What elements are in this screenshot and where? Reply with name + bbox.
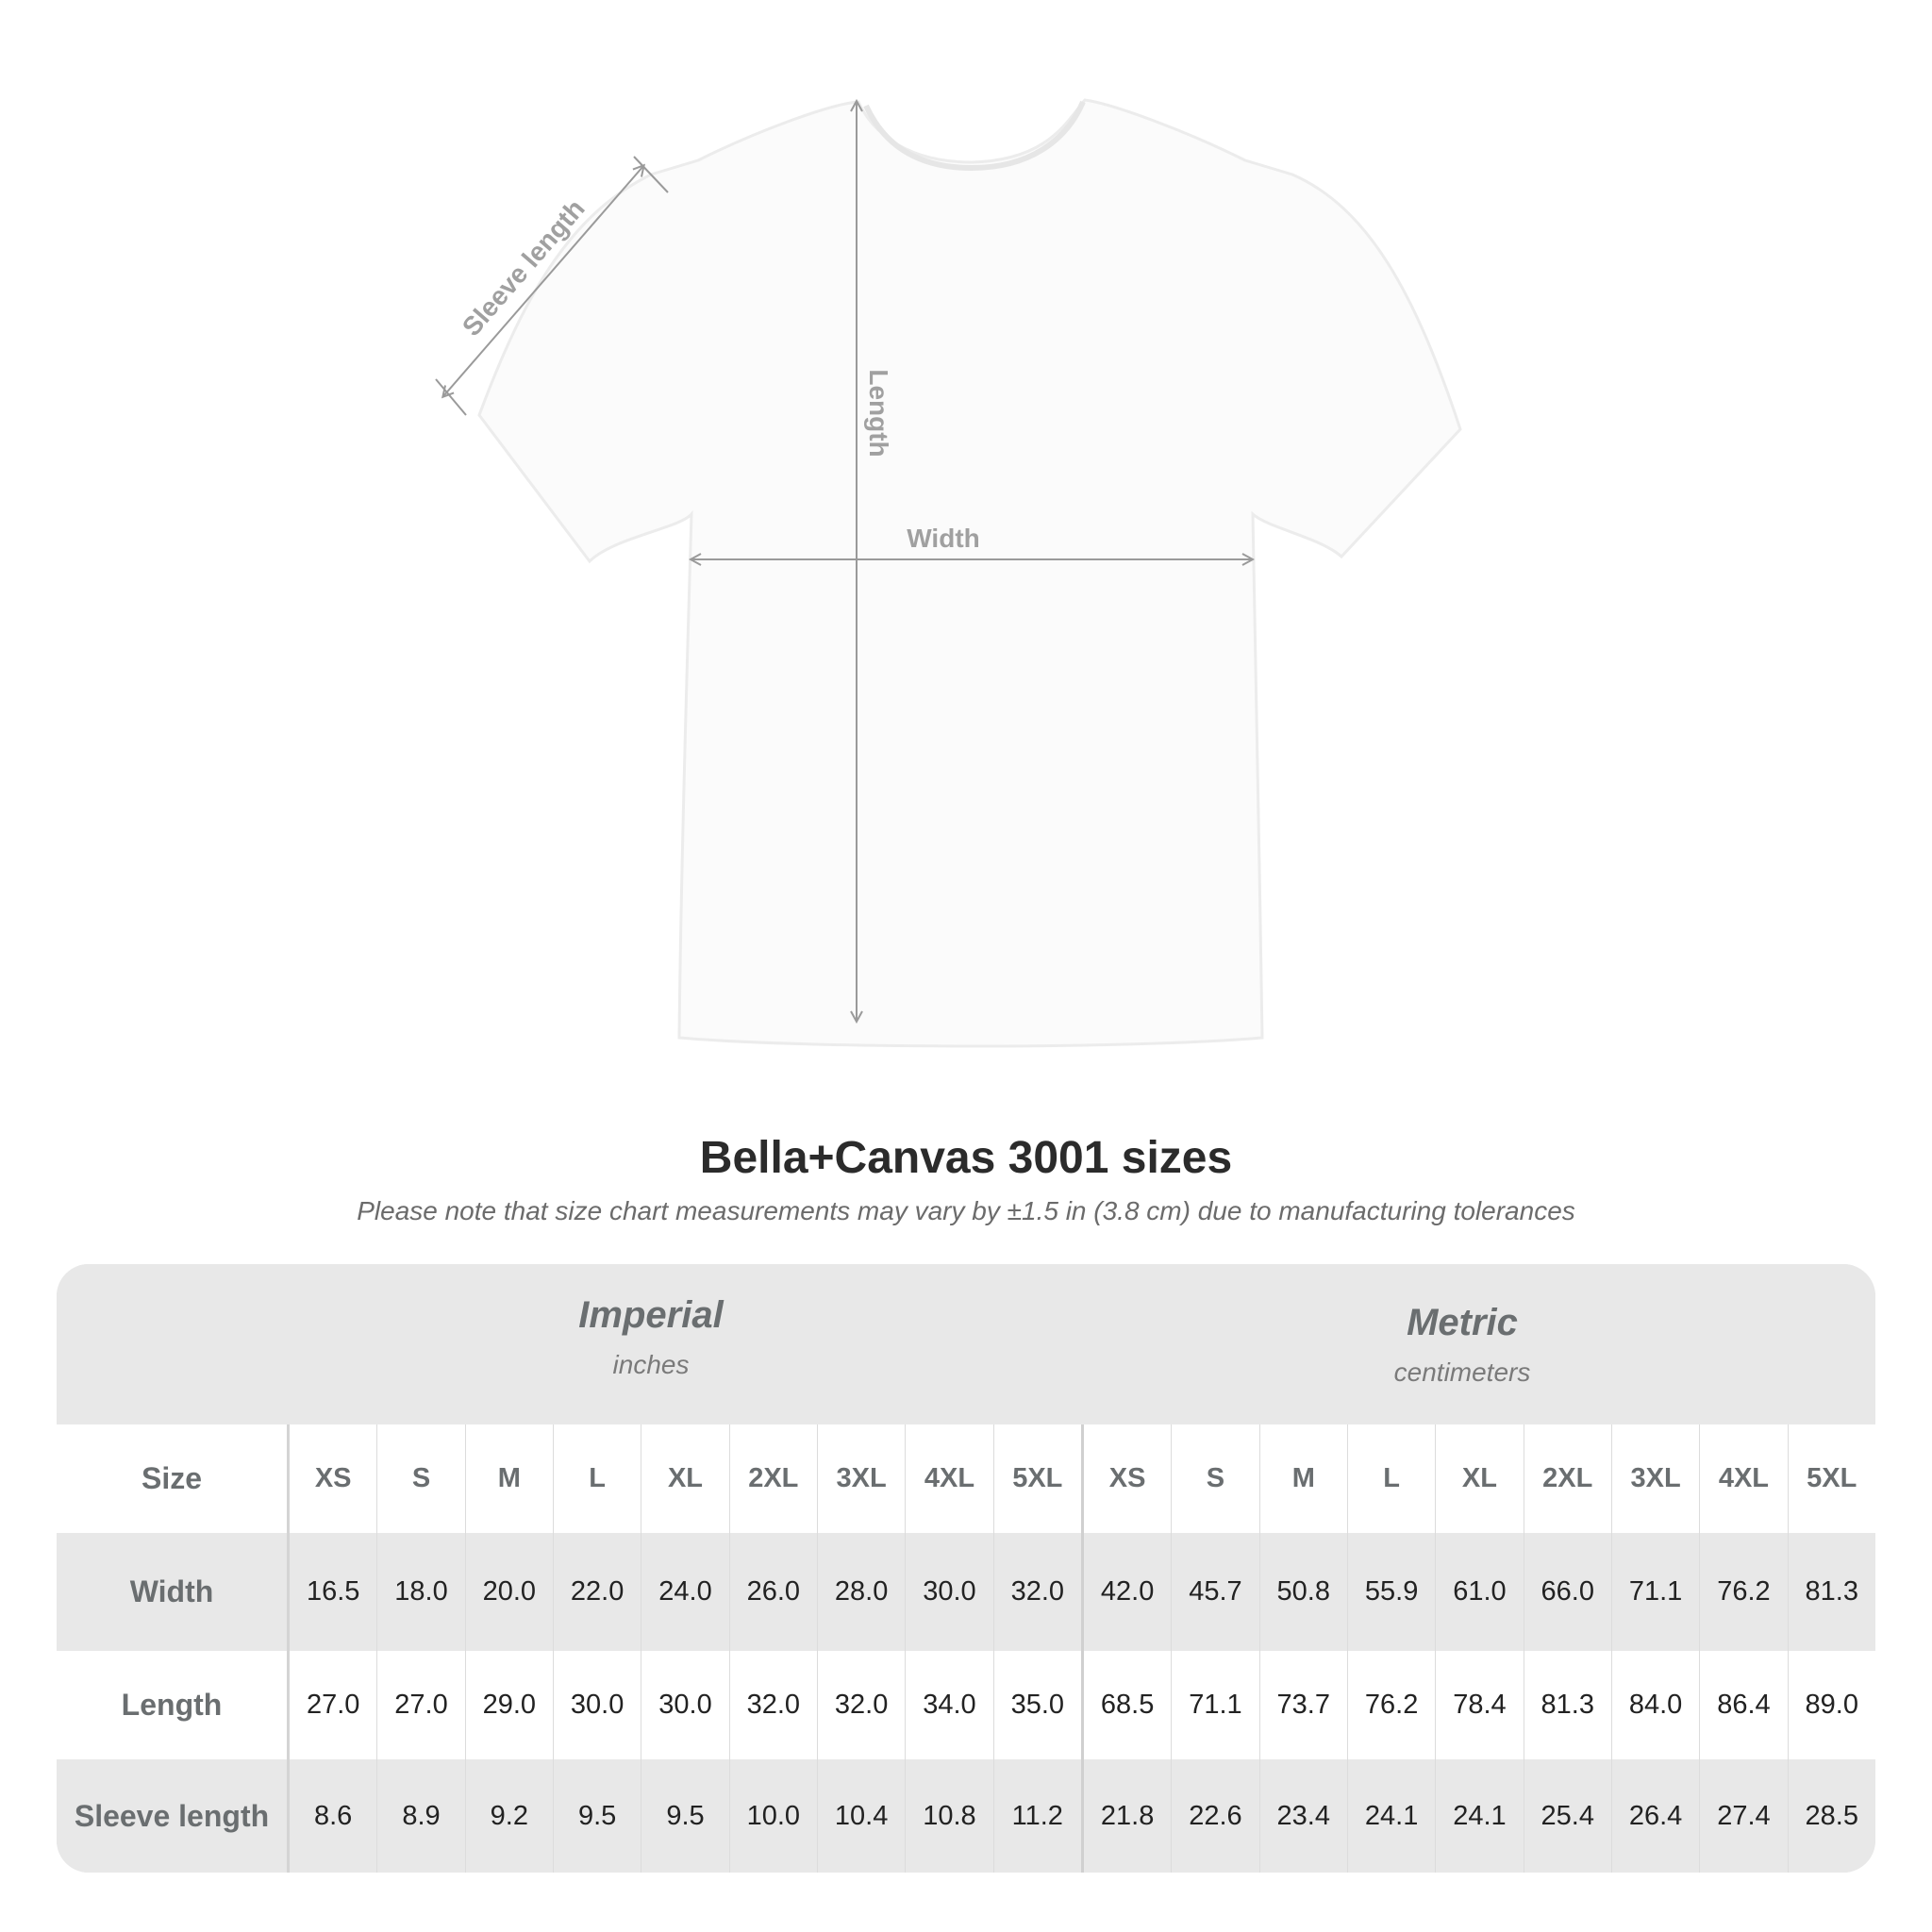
tolerance-note: Please note that size chart measurements… [357,1196,1575,1225]
metric-size-header: L [1346,1424,1435,1533]
metric-size-header: S [1171,1424,1258,1533]
metric-cell: 27.4 [1699,1759,1787,1873]
imperial-cell: 10.8 [905,1759,992,1873]
sleeve-arrow [443,166,643,396]
row-label: Width [57,1533,290,1651]
imperial-size-header: 2XL [728,1424,817,1533]
imperial-size-header: M [464,1424,553,1533]
imperial-cell: 9.5 [641,1759,728,1873]
width-label: Width [907,524,980,553]
row-label: Sleeve length [57,1759,290,1873]
table-row: Width 16.5 18.0 20.0 22.0 24.0 26.0 28.0 30.0 32.… [57,1533,1875,1651]
metric-cell: 42.0 [1080,1533,1171,1651]
imperial-cell: 8.9 [376,1759,464,1873]
metric-cell: 86.4 [1699,1651,1787,1759]
metric-size-header: 4XL [1699,1424,1787,1533]
imperial-cell: 27.0 [306,1690,360,1720]
metric-cell: 68.5 [1080,1651,1171,1759]
collar [863,100,1086,172]
imperial-size-header: XL [641,1424,728,1533]
imperial-cell: 35.0 [992,1651,1081,1759]
tshirt-shape [477,98,1462,1048]
imperial-cell: 32.0 [728,1651,817,1759]
metric-cell: 89.0 [1787,1651,1875,1759]
metric-cell: 66.0 [1523,1533,1611,1651]
imperial-cell: 28.0 [816,1533,905,1651]
length-label: Length [864,369,893,457]
metric-cell: 78.4 [1435,1651,1523,1759]
page-title: Bella+Canvas 3001 sizes [699,1133,1233,1183]
imperial-cell: 34.0 [905,1651,992,1759]
metric-size-header: 3XL [1610,1424,1699,1533]
metric-cell: 21.8 [1080,1759,1171,1873]
imperial-label: Imperial [578,1294,724,1336]
metric-cell: 22.6 [1171,1759,1258,1873]
metric-size-header: 5XL [1787,1424,1875,1533]
imperial-cell: 9.2 [464,1759,553,1873]
metric-size-header: 2XL [1523,1424,1611,1533]
metric-cell: 24.1 [1435,1759,1523,1873]
imperial-cell: 24.0 [641,1533,728,1651]
metric-cell: 76.2 [1346,1651,1435,1759]
imperial-cell: 27.0 [376,1651,464,1759]
metric-cell: 81.3 [1787,1533,1875,1651]
table-row: Length 27.0 27.0 29.0 30.0 30.0 32.0 32.0 34.0 35… [57,1651,1875,1759]
tshirt-diagram: Sleeve length Length Width [435,98,1462,1048]
metric-cell: 45.7 [1171,1533,1258,1651]
imperial-size-header: L [552,1424,641,1533]
metric-cell: 61.0 [1435,1533,1523,1651]
imperial-cell: 30.0 [905,1533,992,1651]
imperial-cell: 29.0 [464,1651,553,1759]
metric-cell: 81.3 [1523,1651,1611,1759]
imperial-size-header: S [376,1424,464,1533]
imperial-cell: 18.0 [376,1533,464,1651]
metric-cell: 71.1 [1171,1651,1258,1759]
table-row: Sleeve length 8.6 8.9 9.2 9.5 9.5 10.0 10.4 10.8… [57,1759,1875,1873]
imperial-header: Imperial inches [321,1294,981,1380]
imperial-size-header: 3XL [816,1424,905,1533]
metric-cell: 23.4 [1258,1759,1347,1873]
imperial-cell: 8.6 [314,1800,353,1831]
imperial-cell: 22.0 [552,1533,641,1651]
size-header-row: Size XS S M L XL 2XL 3XL 4XL 5XL XS S M L XL 2XL 3XL 4XL 5… [57,1424,1875,1533]
imperial-cell: 32.0 [816,1651,905,1759]
metric-cell: 76.2 [1699,1533,1787,1651]
metric-cell: 26.4 [1610,1759,1699,1873]
metric-cell: 28.5 [1787,1759,1875,1873]
imperial-size-header: XS [314,1463,352,1493]
metric-cell: 73.7 [1258,1651,1347,1759]
imperial-size-header: 4XL [905,1424,992,1533]
imperial-size-header: 5XL [992,1424,1081,1533]
imperial-unit: inches [612,1350,690,1379]
metric-cell: 71.1 [1610,1533,1699,1651]
metric-label: Metric [1407,1302,1518,1343]
imperial-cell: 9.5 [552,1759,641,1873]
imperial-cell: 26.0 [728,1533,817,1651]
metric-cell: 55.9 [1346,1533,1435,1651]
row-label: Size [57,1424,290,1533]
row-label: Length [57,1651,290,1759]
metric-size-header: XL [1435,1424,1523,1533]
metric-header: Metric centimeters [1132,1302,1792,1388]
imperial-cell: 20.0 [464,1533,553,1651]
metric-cell: 50.8 [1258,1533,1347,1651]
imperial-cell: 30.0 [552,1651,641,1759]
metric-size-header: XS [1080,1424,1171,1533]
imperial-cell: 11.2 [992,1759,1081,1873]
imperial-cell: 16.5 [306,1576,360,1607]
unit-header: Imperial inches Metric centimeters [57,1264,1875,1424]
metric-unit: centimeters [1393,1357,1531,1387]
metric-cell: 84.0 [1610,1651,1699,1759]
imperial-cell: 32.0 [992,1533,1081,1651]
size-table: Imperial inches Metric centimeters Size X… [57,1264,1875,1873]
imperial-cell: 10.0 [728,1759,817,1873]
imperial-cell: 10.4 [816,1759,905,1873]
metric-cell: 25.4 [1523,1759,1611,1873]
imperial-cell: 30.0 [641,1651,728,1759]
metric-size-header: M [1258,1424,1347,1533]
metric-cell: 24.1 [1346,1759,1435,1873]
